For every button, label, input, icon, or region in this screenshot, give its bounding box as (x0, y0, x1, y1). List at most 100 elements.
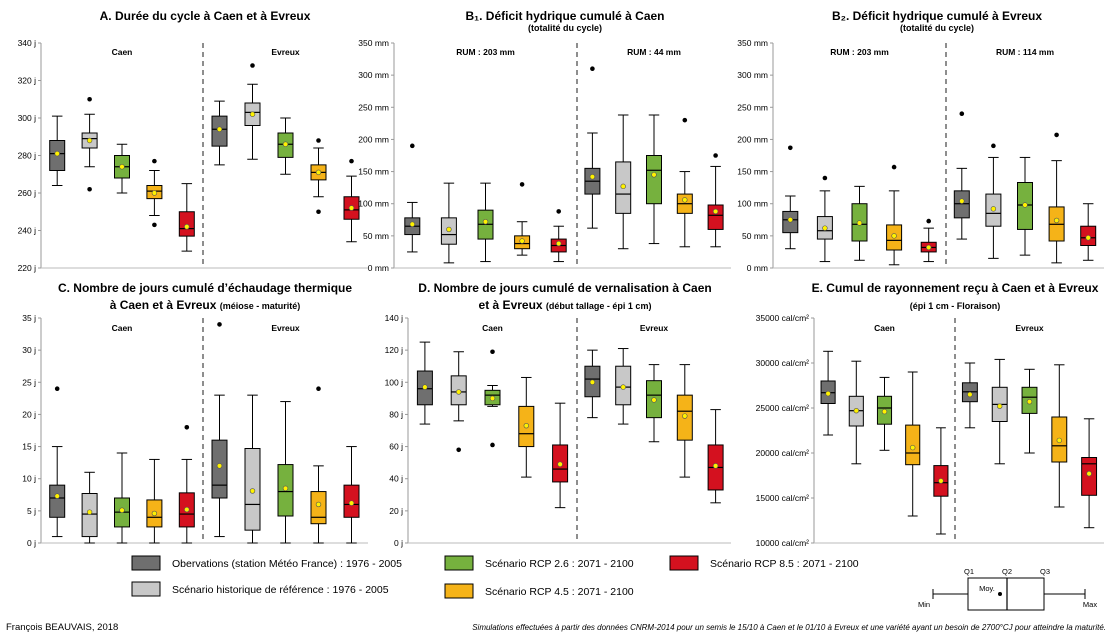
box-mean-marker (519, 238, 525, 244)
box-mean-marker (151, 190, 158, 196)
box-plot (550, 209, 567, 263)
chart-E: 10000 cal/cm² 15000 cal/cm² 20000 cal/cm² 2… (756, 281, 1104, 548)
key-box (967, 577, 1045, 611)
box-mean-marker (682, 413, 688, 419)
key-q1-label: Q1 (964, 567, 974, 576)
box-mean-marker (555, 240, 562, 247)
box-plot (416, 341, 433, 425)
box-mean-marker (282, 141, 289, 147)
box-mean-marker (881, 408, 888, 415)
box-plot (961, 362, 978, 429)
key-mean-marker (998, 592, 1002, 596)
box-plot (244, 394, 261, 544)
y-tick-label: 0 mm (368, 263, 389, 273)
box-plot (244, 63, 261, 160)
box-plot (1081, 418, 1098, 529)
y-tick-label: 140 j (385, 313, 404, 323)
box-plot (1048, 132, 1065, 264)
box-mean-marker (1056, 437, 1063, 444)
region-label: RUM : 114 mm (996, 47, 1055, 57)
box-mean-marker (249, 111, 256, 117)
box-outlier (316, 209, 321, 215)
box-mean-marker (891, 233, 897, 239)
chart-title: C. Nombre de jours cumulé d’échaudage th… (58, 281, 352, 295)
box-mean-marker (1086, 471, 1092, 477)
box-mean-marker (282, 485, 289, 492)
author-credit: François BEAUVAIS, 2018 (6, 622, 118, 633)
box-plot (615, 114, 632, 250)
box-outlier (991, 143, 996, 149)
key-q2-label: Q2 (1002, 567, 1012, 576)
box-outlier (959, 111, 965, 117)
box-iqr (707, 204, 724, 230)
box-plot (211, 100, 228, 166)
box-outlier (410, 143, 415, 149)
box-plot (584, 66, 601, 229)
box-mean-marker (620, 183, 626, 190)
box-outlier (490, 442, 495, 448)
box-outlier (682, 117, 688, 123)
y-tick-label: 300 mm (737, 70, 768, 80)
chart-title: D. Nombre de jours cumulé de vernalisati… (418, 281, 711, 295)
chart-title: A. Durée du cycle à Caen et à Evreux (100, 9, 311, 23)
y-tick-label: 20 j (22, 409, 36, 419)
region-label: Evreux (640, 323, 669, 333)
box-plot (114, 452, 130, 544)
y-tick-label: 220 j (18, 263, 37, 273)
box-plot (876, 376, 893, 451)
legend-label: Scénario historique de référence : 1976 … (172, 584, 389, 596)
box-mean-marker (216, 463, 223, 469)
region-label: RUM : 44 mm (627, 47, 681, 57)
box-plot (343, 158, 360, 243)
box-mean-marker (853, 408, 859, 414)
chart-title-line2-note: (début tallage - épi 1 cm) (546, 301, 652, 311)
key-q3-label: Q3 (1040, 567, 1050, 576)
legend-item-rcp26: Scénario RCP 2.6 : 2071 - 2100 (444, 555, 634, 571)
region-label: Caen (482, 323, 503, 333)
chart-B2: 0 mm 50 mm 100 mm 150 mm 200 mm 250 mm 300 mm 3… (737, 9, 1104, 273)
box-iqr (81, 493, 98, 538)
box-plot (707, 153, 724, 248)
chart-C: 0 j 5 j 10 j 15 j 20 j 25 j 30 j 35 j C. Nombre … (22, 281, 368, 548)
box-plot (114, 143, 130, 194)
y-tick-label: 25000 cal/cm² (756, 403, 810, 413)
box-plot (782, 145, 799, 250)
legend-swatch (444, 555, 474, 571)
box-outlier (713, 153, 718, 158)
box-iqr (310, 491, 327, 525)
box-plot (440, 182, 457, 264)
box-outlier (54, 386, 60, 392)
box-plot (707, 409, 724, 504)
box-plot (49, 386, 66, 538)
box-iqr (178, 211, 195, 237)
box-outlier (590, 66, 595, 72)
y-tick-label: 30000 cal/cm² (756, 358, 810, 368)
box-mean-marker (456, 389, 462, 395)
chart-title-line2-note: (méiose - maturité) (220, 301, 301, 311)
box-mean-marker (938, 478, 944, 484)
y-tick-label: 250 mm (737, 102, 768, 112)
y-tick-label: 100 mm (737, 199, 768, 209)
box-outlier (349, 158, 354, 164)
region-label: Caen (112, 47, 133, 57)
region-label: RUM : 203 mm (830, 47, 889, 57)
box-mean-marker (119, 164, 125, 170)
box-mean-marker (482, 219, 489, 225)
legend: Obervations (station Météo France) : 197… (131, 555, 859, 599)
box-outlier (87, 186, 92, 192)
box-plot (178, 183, 195, 252)
box-plot (211, 322, 228, 538)
box-plot (146, 158, 163, 228)
box-mean-marker (348, 205, 355, 211)
box-plot (310, 138, 327, 215)
y-tick-label: 30 j (22, 345, 36, 355)
box-plot (49, 115, 66, 186)
box-mean-marker (925, 244, 932, 251)
chart-subtitle: (totalité du cycle) (528, 23, 602, 33)
box-outlier (250, 63, 255, 68)
y-tick-label: 100 mm (358, 199, 389, 209)
box-mean-marker (959, 198, 965, 204)
box-mean-marker (489, 395, 496, 402)
chart-title-line2: à Caen et à Evreux (méiose - maturité) (110, 298, 301, 312)
legend-swatch (131, 555, 161, 571)
